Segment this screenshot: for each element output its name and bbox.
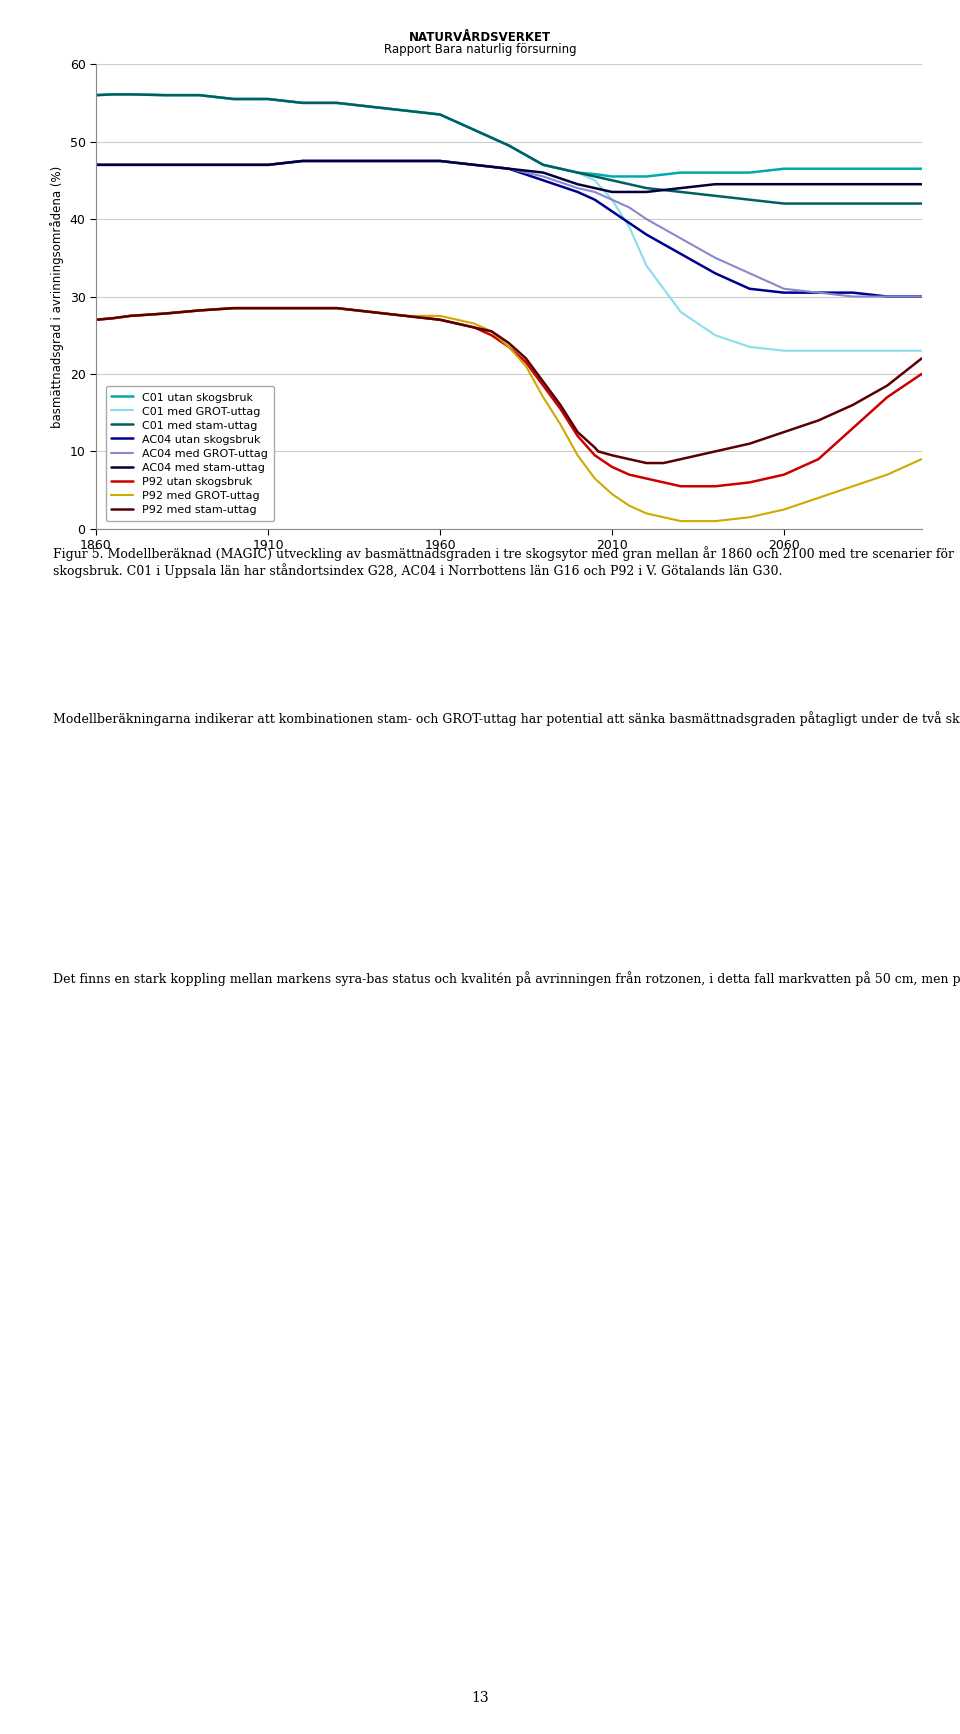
Text: 13: 13 <box>471 1691 489 1705</box>
Text: Rapport Bara naturlig försurning: Rapport Bara naturlig försurning <box>384 43 576 55</box>
Legend: C01 utan skogsbruk, C01 med GROT-uttag, C01 med stam-uttag, AC04 utan skogsbruk,: C01 utan skogsbruk, C01 med GROT-uttag, … <box>106 387 274 520</box>
Text: Det finns en stark koppling mellan markens syra-bas status och kvalitén på avrin: Det finns en stark koppling mellan marke… <box>53 971 960 987</box>
Text: Figur 5. Modellberäknad (MAGIC) utveckling av basmättnadsgraden i tre skogsytor : Figur 5. Modellberäknad (MAGIC) utveckli… <box>53 546 954 579</box>
Text: Modellberäkningarna indikerar att kombinationen stam- och GROT-uttag har potenti: Modellberäkningarna indikerar att kombin… <box>53 711 960 727</box>
Text: NATURVÅRDSVERKET: NATURVÅRDSVERKET <box>409 31 551 43</box>
Y-axis label: basmättnadsgrad i avrinningsområdena (%): basmättnadsgrad i avrinningsområdena (%) <box>50 165 64 428</box>
